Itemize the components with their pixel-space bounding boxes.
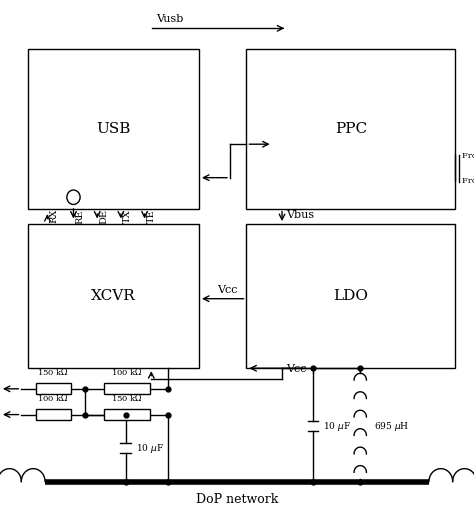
Text: LDO: LDO [333,289,368,303]
Text: From controller/PC: From controller/PC [462,177,474,185]
Text: TX: TX [123,210,132,223]
Text: RX: RX [50,209,59,224]
Bar [28,49,199,209]
Text: PPC: PPC [335,122,367,136]
Circle shape [67,190,80,204]
Text: Vusb: Vusb [156,14,184,24]
Text: 150 k$\Omega$: 150 k$\Omega$ [111,392,143,403]
Text: Vcc: Vcc [286,364,306,374]
Text: 10 $\mu$F: 10 $\mu$F [323,420,351,433]
Bar [104,383,150,394]
Text: RE: RE [76,209,85,224]
Bar [36,409,71,420]
Text: TE: TE [147,210,156,223]
Text: USB: USB [97,122,131,136]
Text: 100 k$\Omega$: 100 k$\Omega$ [111,367,143,377]
Text: 100 k$\Omega$: 100 k$\Omega$ [37,392,69,403]
Text: DE: DE [100,209,109,224]
Bar [28,224,199,368]
Bar [36,383,71,394]
Bar [246,49,455,209]
Text: 150 k$\Omega$: 150 k$\Omega$ [37,367,69,377]
Bar [104,409,150,420]
Text: From external PSU: From external PSU [462,152,474,160]
Text: Vcc: Vcc [217,284,238,295]
Bar [246,224,455,368]
Text: XCVR: XCVR [91,289,136,303]
Text: Vbus: Vbus [286,210,314,220]
Text: 10 $\mu$F: 10 $\mu$F [136,441,164,455]
Text: DoP network: DoP network [196,493,278,506]
Text: 695 $\mu$H: 695 $\mu$H [374,420,409,433]
